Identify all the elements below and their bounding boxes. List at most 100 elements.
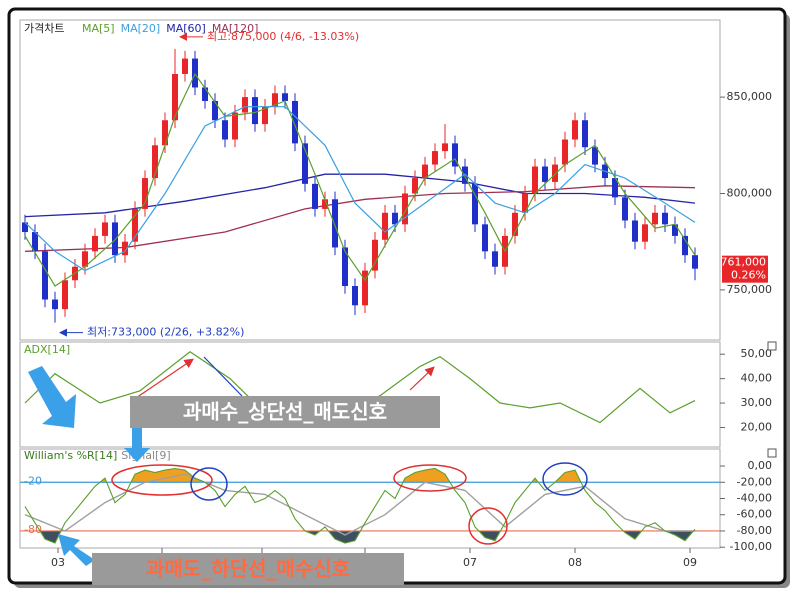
blue-arrow xyxy=(124,428,150,462)
y-tick-label: -20,00 xyxy=(737,475,772,488)
legend-entry: MA[120] xyxy=(212,22,259,35)
ma-line xyxy=(24,185,696,252)
highlight-ellipse xyxy=(468,507,508,545)
y-tick-label: -100,00 xyxy=(730,540,772,553)
y-tick-label: 20,00 xyxy=(741,420,773,433)
highlight-ellipse xyxy=(111,464,213,496)
candle-body xyxy=(672,224,678,236)
candle-body xyxy=(112,222,118,256)
legend-entry: MA[5] xyxy=(82,22,115,35)
blue-arrow xyxy=(58,534,95,566)
candle-body xyxy=(592,147,598,165)
candle-body xyxy=(62,280,68,310)
candle-body xyxy=(222,120,228,140)
candle-body xyxy=(662,212,668,225)
candle-body xyxy=(252,97,258,125)
candle-body xyxy=(512,212,518,236)
callout: 과매수_상단선_매도신호 xyxy=(183,400,387,424)
last-price: 761,000 xyxy=(721,256,767,269)
williams-panel xyxy=(19,448,721,549)
candle-body xyxy=(162,120,168,146)
candle-body xyxy=(392,212,398,225)
adx-panel xyxy=(19,341,721,448)
candle-body xyxy=(152,145,158,179)
legend-entry: MA[20] xyxy=(121,22,161,35)
legend-entry: MA[60] xyxy=(166,22,206,35)
candle-body xyxy=(92,235,98,252)
candle-body xyxy=(452,143,458,167)
close-button xyxy=(767,341,777,351)
candle-body xyxy=(462,166,468,184)
panel-title: ADX[14] xyxy=(24,343,70,356)
y-tick-label: 800,000 xyxy=(727,186,773,199)
candle-body xyxy=(52,299,58,310)
candle-body xyxy=(612,178,618,198)
candle-body xyxy=(412,178,418,194)
candle-body xyxy=(242,97,248,113)
blue-arrow xyxy=(28,366,76,428)
panel-title: William's %R[14] xyxy=(24,449,117,462)
candle-body xyxy=(372,239,378,271)
last-price-box xyxy=(722,255,768,283)
y-tick-label: 50,00 xyxy=(741,347,773,360)
williams-fill xyxy=(40,530,694,544)
callout-box xyxy=(130,396,440,428)
candle-body xyxy=(422,164,428,179)
candle-body xyxy=(572,120,578,140)
candle-body xyxy=(522,193,528,213)
level-label: -20 xyxy=(24,474,42,487)
y-tick-label: 850,000 xyxy=(727,90,773,103)
candle-body xyxy=(622,197,628,221)
ma-line xyxy=(24,173,696,218)
candle-body xyxy=(492,251,498,267)
y-tick-label: 40,00 xyxy=(741,372,773,385)
candle-body xyxy=(212,100,218,121)
x-tick-label: 07 xyxy=(463,556,477,569)
highlight-ellipse xyxy=(190,467,228,501)
trend-line xyxy=(203,356,243,397)
chart-title: 가격차트 xyxy=(24,22,64,35)
y-tick-label: 0,00 xyxy=(748,459,773,472)
candle-body xyxy=(312,183,318,209)
candle-body xyxy=(82,251,88,267)
trend-arrow xyxy=(129,358,194,403)
candle-body xyxy=(142,178,148,209)
candle-body xyxy=(362,270,368,306)
y-tick-label: 30,00 xyxy=(741,396,773,409)
candle-body xyxy=(332,199,338,248)
annotations: 과매수_상단선_매도신호 과매도_하단선_매수신호 xyxy=(28,356,588,585)
candle-body xyxy=(42,251,48,300)
callout-box xyxy=(92,553,404,585)
candle-body xyxy=(402,193,408,225)
candle-body xyxy=(352,286,358,306)
candle-body xyxy=(682,235,688,256)
adx-line xyxy=(24,351,696,424)
candle-body xyxy=(652,212,658,225)
candle-body xyxy=(232,112,238,140)
candle-body xyxy=(182,58,188,74)
candle-body xyxy=(292,100,298,144)
candle-body xyxy=(122,241,128,256)
y-tick-label: 750,000 xyxy=(727,283,773,296)
y-tick-label: -40,00 xyxy=(737,492,772,505)
candle-body xyxy=(302,143,308,184)
candle-body xyxy=(202,87,208,101)
x-tick-label: 03 xyxy=(51,556,65,569)
callout: 과매도_하단선_매수신호 xyxy=(146,557,350,581)
highlight-ellipse xyxy=(542,462,588,496)
price-plot xyxy=(22,48,698,323)
candle-body xyxy=(132,208,138,242)
candle-body xyxy=(272,93,278,107)
candle-body xyxy=(102,222,108,236)
candle-body xyxy=(22,222,28,233)
candle-body xyxy=(322,199,328,209)
high-note: 최고:875,000 (4/6, -13.03%) xyxy=(207,30,359,43)
trend-arrow xyxy=(409,366,435,391)
candle-body xyxy=(382,212,388,240)
candle-body xyxy=(532,166,538,194)
candle-body xyxy=(692,255,698,269)
candle-body xyxy=(442,143,448,152)
candle-body xyxy=(542,166,548,182)
